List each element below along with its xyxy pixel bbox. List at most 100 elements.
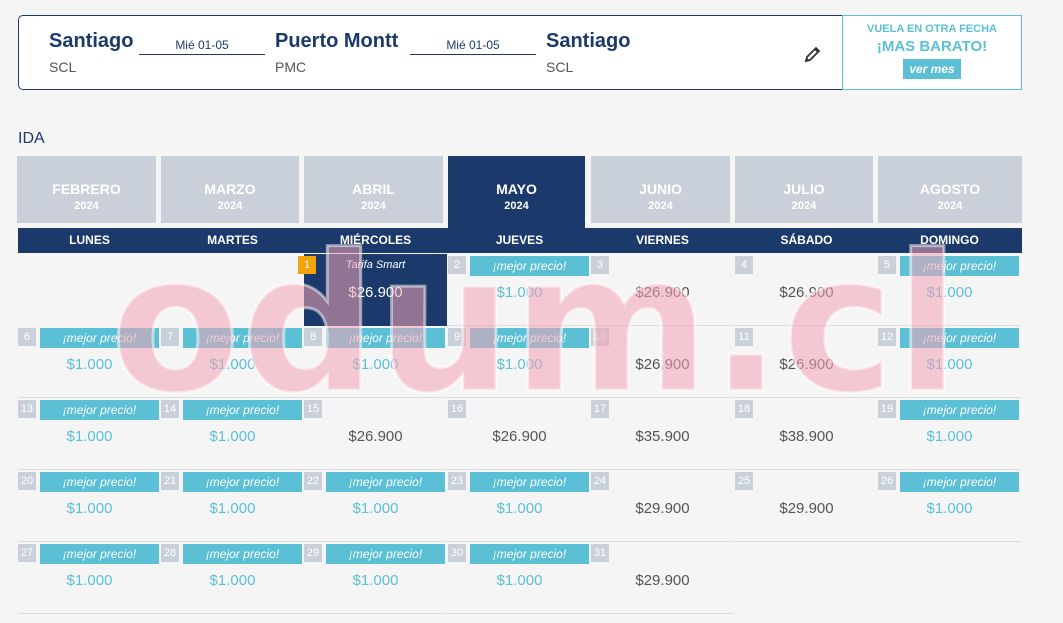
day-price: $1.000 [926, 428, 973, 445]
day-number: 8 [304, 328, 322, 346]
month-name: JULIO [783, 181, 825, 197]
calendar-day-11[interactable]: 11 $26.900 [735, 326, 878, 398]
month-tab-febrero[interactable]: FEBRERO 2024 [17, 156, 156, 223]
calendar-day-28[interactable]: 28 ¡mejor precio! $1.000 [161, 542, 304, 614]
calendar-day-23[interactable]: 23 ¡mejor precio! $1.000 [448, 470, 591, 542]
best-price-badge: ¡mejor precio! [470, 256, 589, 276]
calendar-day-8[interactable]: 8 ¡mejor precio! $1.000 [304, 326, 447, 398]
best-price-badge: ¡mejor precio! [900, 256, 1019, 276]
calendar-day-13[interactable]: 13 ¡mejor precio! $1.000 [18, 398, 161, 470]
best-price-badge: ¡mejor precio! [40, 400, 159, 420]
month-year: 2024 [648, 200, 673, 212]
best-price-badge: ¡mejor precio! [326, 544, 445, 564]
day-price: $1.000 [66, 500, 113, 517]
best-price-badge: ¡mejor precio! [900, 472, 1019, 492]
day-number: 17 [591, 400, 609, 418]
calendar-day-31[interactable]: 31 $29.900 [591, 542, 734, 614]
calendar-day-18[interactable]: 18 $38.900 [735, 398, 878, 470]
day-price: $26.900 [492, 428, 547, 445]
month-name: MARZO [204, 181, 256, 197]
best-price-badge: ¡mejor precio! [183, 544, 302, 564]
day-price: $1.000 [496, 356, 543, 373]
best-price-badge: ¡mejor precio! [470, 472, 589, 492]
calendar-day-17[interactable]: 17 $35.900 [591, 398, 734, 470]
calendar-day-10[interactable]: 10 $26.900 [591, 326, 734, 398]
month-tab-agosto[interactable]: AGOSTO 2024 [878, 156, 1022, 223]
weekday-label: MIÉRCOLES [339, 233, 412, 247]
day-number: 14 [161, 400, 179, 418]
weekday-label: LUNES [69, 233, 110, 247]
day-price: $1.000 [209, 356, 256, 373]
calendar-day-1[interactable]: 1 Tarifa Smart $26.900 [298, 254, 447, 326]
calendar-day-20[interactable]: 20 ¡mejor precio! $1.000 [18, 470, 161, 542]
day-price: $1.000 [496, 284, 543, 301]
calendar-day-9[interactable]: 9 ¡mejor precio! $1.000 [448, 326, 591, 398]
best-price-badge: ¡mejor precio! [326, 328, 445, 348]
best-price-badge: ¡mejor precio! [40, 544, 159, 564]
day-number: 6 [18, 328, 36, 346]
month-tab-abril[interactable]: ABRIL 2024 [304, 156, 443, 223]
calendar-day-2[interactable]: 2 ¡mejor precio! $1.000 [448, 254, 591, 326]
best-price-badge: ¡mejor precio! [183, 400, 302, 420]
calendar-day-3[interactable]: 3 $26.900 [591, 254, 734, 326]
month-tab-marzo[interactable]: MARZO 2024 [161, 156, 299, 223]
day-price: $29.900 [779, 500, 834, 517]
pencil-icon[interactable] [803, 44, 823, 64]
origin-city-name: Santiago [49, 30, 134, 52]
month-name: AGOSTO [919, 181, 981, 197]
month-tab-mayo[interactable]: MAYO 2024 [448, 156, 585, 228]
ver-mes-button[interactable]: ver mes [903, 59, 961, 79]
calendar-day-4[interactable]: 4 $26.900 [735, 254, 878, 326]
best-price-badge: ¡mejor precio! [900, 328, 1019, 348]
day-number: 22 [304, 472, 322, 490]
calendar-day-12[interactable]: 12 ¡mejor precio! $1.000 [878, 326, 1021, 398]
calendar-day-7[interactable]: 7 ¡mejor precio! $1.000 [161, 326, 304, 398]
month-tab-junio[interactable]: JUNIO 2024 [591, 156, 730, 223]
day-price: $26.900 [635, 284, 690, 301]
day-number: 12 [878, 328, 896, 346]
calendar-day-25[interactable]: 25 $29.900 [735, 470, 878, 542]
day-number: 24 [591, 472, 609, 490]
route-summary: Santiago SCL Mié 01-05 Puerto Montt PMC … [18, 15, 843, 90]
calendar-day-6[interactable]: 6 ¡mejor precio! $1.000 [18, 326, 161, 398]
day-price: $1.000 [926, 284, 973, 301]
calendar-day-21[interactable]: 21 ¡mejor precio! $1.000 [161, 470, 304, 542]
calendar-day-19[interactable]: 19 ¡mejor precio! $1.000 [878, 398, 1021, 470]
day-number: 5 [878, 256, 896, 274]
weekday-label: VIERNES [636, 233, 689, 247]
tarifa-label: Tarifa Smart [345, 259, 406, 271]
day-price: $29.900 [635, 500, 690, 517]
month-year: 2024 [361, 200, 386, 212]
calendar-day-15[interactable]: 15 $26.900 [304, 398, 447, 470]
day-number: 21 [161, 472, 179, 490]
origin-city: Santiago SCL [49, 30, 133, 75]
day-number: 28 [161, 544, 179, 562]
leg1-date: Mié 01-05 [139, 38, 265, 55]
calendar-day-24[interactable]: 24 $29.900 [591, 470, 734, 542]
day-price: $1.000 [352, 500, 399, 517]
origin-city-code: SCL [49, 59, 77, 75]
day-price: $1.000 [352, 356, 399, 373]
month-year: 2024 [74, 200, 99, 212]
calendar-day-26[interactable]: 26 ¡mejor precio! $1.000 [878, 470, 1021, 542]
calendar-day-14[interactable]: 14 ¡mejor precio! $1.000 [161, 398, 304, 470]
best-price-badge: ¡mejor precio! [900, 400, 1019, 420]
weekday-header: LUNES MARTES MIÉRCOLES JUEVES VIERNES SÁBADO D… [18, 228, 1022, 253]
day-price: $1.000 [209, 500, 256, 517]
calendar-day-27[interactable]: 27 ¡mejor precio! $1.000 [18, 542, 161, 614]
day-number: 1 [298, 256, 316, 274]
calendar-day-16[interactable]: 16 $26.900 [448, 398, 591, 470]
calendar-day-30[interactable]: 30 ¡mejor precio! $1.000 [448, 542, 591, 614]
month-tab-julio[interactable]: JULIO 2024 [735, 156, 873, 223]
day-price: $35.900 [635, 428, 690, 445]
day-price: $26.900 [348, 284, 403, 301]
calendar-day-29[interactable]: 29 ¡mejor precio! $1.000 [304, 542, 447, 614]
day-price: $26.900 [779, 356, 834, 373]
day-number: 16 [448, 400, 466, 418]
day-price: $1.000 [496, 572, 543, 589]
day-number: 9 [448, 328, 466, 346]
calendar-day-5[interactable]: 5 ¡mejor precio! $1.000 [878, 254, 1021, 326]
day-number: 30 [448, 544, 466, 562]
calendar-day-22[interactable]: 22 ¡mejor precio! $1.000 [304, 470, 447, 542]
month-name: MAYO [496, 181, 537, 197]
